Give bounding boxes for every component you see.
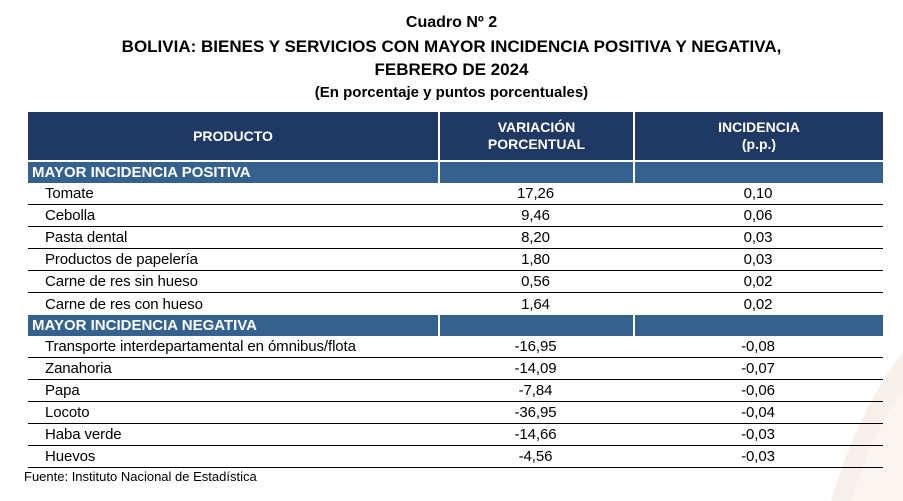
units-subtitle: (En porcentaje y puntos porcentuales) bbox=[314, 84, 589, 101]
product-cell: Haba verde bbox=[45, 426, 122, 443]
incidencia-cell: 0,02 bbox=[743, 273, 773, 290]
column-header-variacion-line2: PORCENTUAL bbox=[487, 136, 586, 152]
table-number-title: Cuadro Nº 2 bbox=[405, 14, 498, 31]
variacion-cell: -36,95 bbox=[514, 404, 557, 421]
column-header-incidencia: INCIDENCIA (p.p.) bbox=[633, 112, 883, 160]
table-row: Haba verde -14,66 -0,03 bbox=[28, 424, 883, 446]
incidencia-cell: 0,02 bbox=[743, 295, 773, 313]
product-cell: Carne de res sin hueso bbox=[45, 273, 198, 290]
variacion-cell: 1,64 bbox=[521, 295, 550, 313]
variacion-cell: -16,95 bbox=[514, 338, 557, 355]
product-cell: Cebolla bbox=[45, 207, 96, 224]
variacion-cell: 0,56 bbox=[521, 273, 550, 290]
table-row: Cebolla 9,46 0,06 bbox=[28, 205, 883, 227]
incidencia-cell: -0,03 bbox=[741, 448, 775, 465]
column-header-incidencia-line2: (p.p.) bbox=[741, 136, 777, 152]
product-cell: Productos de papelería bbox=[45, 251, 198, 268]
incidencia-cell: -0,07 bbox=[741, 360, 775, 377]
incidencia-cell: 0,03 bbox=[743, 229, 773, 246]
product-cell: Carne de res con hueso bbox=[45, 295, 203, 313]
incidencia-cell: 0,06 bbox=[743, 207, 773, 224]
section-header-positiva: MAYOR INCIDENCIA POSITIVA bbox=[28, 162, 883, 183]
incidencia-cell: 0,03 bbox=[743, 251, 773, 268]
column-header-incidencia-line1: INCIDENCIA bbox=[718, 119, 800, 135]
column-header-producto: PRODUCTO bbox=[28, 112, 438, 160]
variacion-cell: 17,26 bbox=[516, 185, 555, 202]
incidencia-cell: -0,04 bbox=[741, 404, 775, 421]
product-cell: Zanahoria bbox=[45, 360, 112, 377]
product-cell: Locoto bbox=[45, 404, 90, 421]
table-row: Transporte interdepartamental en ómnibus… bbox=[28, 336, 883, 358]
column-header-variacion: VARIACIÓN PORCENTUAL bbox=[438, 112, 633, 160]
table-row: Papa -7,84 -0,06 bbox=[28, 380, 883, 402]
section-header-negativa-label: MAYOR INCIDENCIA NEGATIVA bbox=[32, 317, 258, 334]
product-cell: Papa bbox=[45, 382, 80, 399]
product-cell: Pasta dental bbox=[45, 229, 128, 246]
product-cell: Huevos bbox=[45, 448, 96, 465]
column-header-variacion-line1: VARIACIÓN bbox=[497, 119, 576, 135]
variacion-cell: 1,80 bbox=[521, 251, 550, 268]
period-title: FEBRERO DE 2024 bbox=[374, 60, 529, 79]
table-row: Zanahoria -14,09 -0,07 bbox=[28, 358, 883, 380]
source-note: Fuente: Instituto Nacional de Estadístic… bbox=[24, 469, 257, 484]
product-cell: Tomate bbox=[45, 185, 94, 202]
incidencia-cell: 0,10 bbox=[743, 185, 773, 202]
variacion-cell: -4,56 bbox=[518, 448, 553, 465]
variacion-cell: -14,09 bbox=[514, 360, 557, 377]
incidencia-table: PRODUCTO VARIACIÓN PORCENTUAL INCIDENCIA… bbox=[28, 112, 883, 468]
section-header-negativa: MAYOR INCIDENCIA NEGATIVA bbox=[28, 315, 883, 336]
section-header-positiva-label: MAYOR INCIDENCIA POSITIVA bbox=[32, 164, 251, 181]
incidencia-cell: -0,06 bbox=[741, 382, 775, 399]
table-row: Locoto -36,95 -0,04 bbox=[28, 402, 883, 424]
variacion-cell: -14,66 bbox=[514, 426, 557, 443]
incidencia-cell: -0,03 bbox=[741, 426, 775, 443]
table-row: Tomate 17,26 0,10 bbox=[28, 183, 883, 205]
table-row: Carne de res con hueso 1,64 0,02 bbox=[28, 293, 883, 315]
main-title: BOLIVIA: BIENES Y SERVICIOS CON MAYOR IN… bbox=[121, 37, 782, 56]
table-row: Pasta dental 8,20 0,03 bbox=[28, 227, 883, 249]
table-row: Productos de papelería 1,80 0,03 bbox=[28, 249, 883, 271]
variacion-cell: 9,46 bbox=[521, 207, 550, 224]
variacion-cell: -7,84 bbox=[518, 382, 553, 399]
product-cell: Transporte interdepartamental en ómnibus… bbox=[45, 338, 356, 355]
incidencia-cell: -0,08 bbox=[741, 338, 775, 355]
table-header-row: PRODUCTO VARIACIÓN PORCENTUAL INCIDENCIA… bbox=[28, 112, 883, 162]
title-block: Cuadro Nº 2 BOLIVIA: BIENES Y SERVICIOS … bbox=[0, 11, 903, 104]
table-row: Carne de res sin hueso 0,56 0,02 bbox=[28, 271, 883, 293]
table-row: Huevos -4,56 -0,03 bbox=[28, 446, 883, 468]
column-header-producto-label: PRODUCTO bbox=[193, 127, 273, 144]
variacion-cell: 8,20 bbox=[521, 229, 550, 246]
